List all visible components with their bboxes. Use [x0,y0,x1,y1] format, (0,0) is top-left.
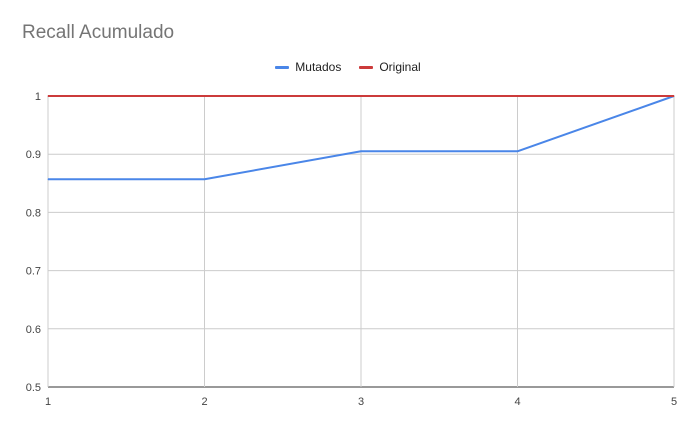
x-tick-label: 3 [358,396,364,408]
legend-item-original[interactable]: Original [359,60,421,74]
y-tick-label: 0.7 [26,266,41,278]
data-point-original [360,95,362,97]
legend-swatch-original [359,65,374,69]
y-tick-label: 0.5 [26,382,41,394]
chart-title: Recall Acumulado [22,22,175,43]
y-tick-label: 1 [35,91,41,103]
x-tick-label: 5 [671,396,677,408]
data-point-original [47,95,49,97]
legend-label-original: Original [379,60,421,74]
x-tick-label: 4 [514,396,520,408]
legend-item-mutados[interactable]: Mutados [275,60,341,74]
y-tick-label: 0.6 [26,324,41,336]
legend-swatch-mutados [275,65,290,69]
x-tick-label: 1 [45,396,51,408]
legend: Mutados Original [0,60,696,74]
y-tick-label: 0.8 [26,207,41,219]
data-point-mutados [204,178,205,180]
y-tick-label: 0.9 [26,149,41,161]
data-point-original [673,95,675,97]
data-point-mutados [47,178,49,180]
data-point-original [517,95,518,97]
x-tick-label: 2 [201,396,207,408]
data-point-original [204,95,205,97]
data-point-mutados [360,150,362,152]
data-point-mutados [517,150,518,152]
legend-label-mutados: Mutados [295,60,342,74]
